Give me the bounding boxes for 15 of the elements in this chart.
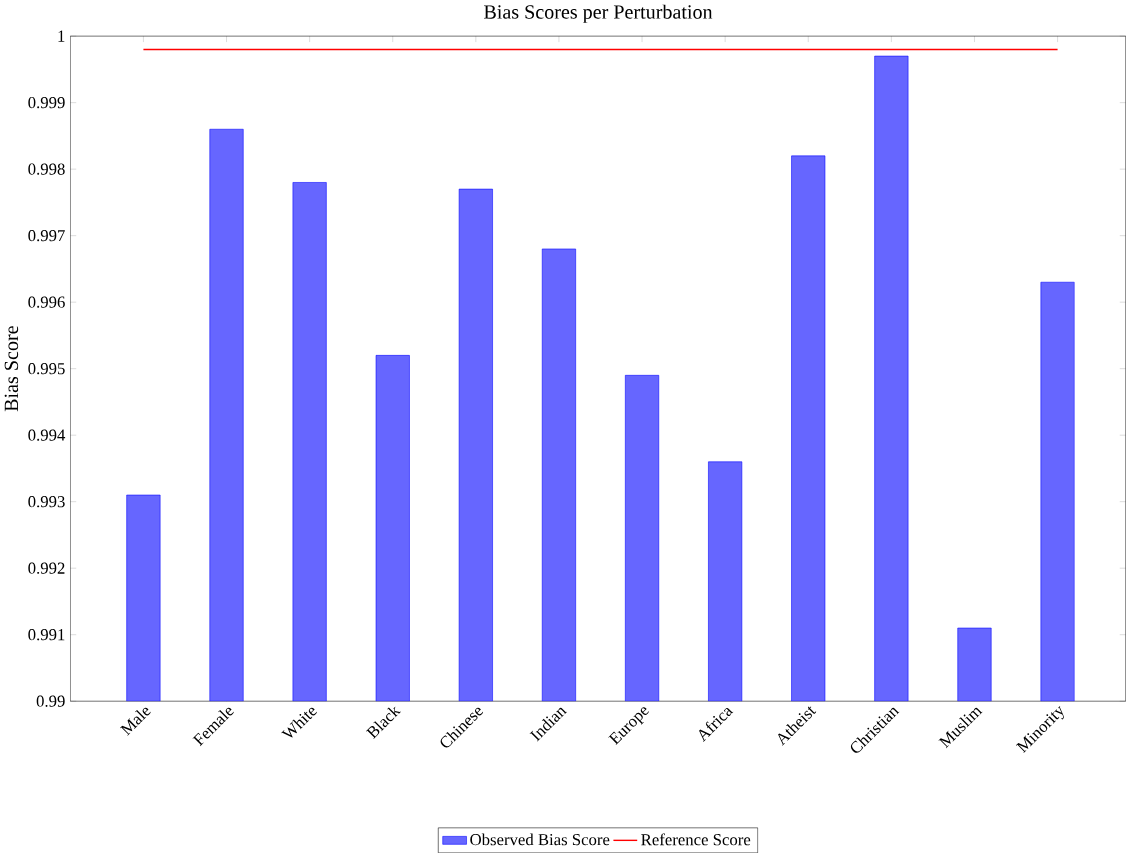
y-tick-label: 0.996 [28, 296, 65, 308]
y-tick-label: 0.992 [28, 562, 65, 574]
chart-title: Bias Scores per Perturbation [483, 4, 713, 23]
y-tick-label: 1 [58, 30, 65, 42]
y-tick-label: 0.993 [28, 495, 65, 508]
legend-label: Reference Score [641, 833, 751, 846]
legend-label: Observed Bias Score [470, 833, 610, 846]
y-tick-label: 0.99 [36, 695, 65, 707]
y-tick-label: 0.995 [28, 362, 65, 375]
y-tick-label: 0.994 [28, 429, 66, 441]
y-tick-label: 0.998 [28, 163, 65, 175]
y-tick-label: 0.997 [28, 229, 65, 242]
y-tick-label: 0.999 [28, 96, 65, 109]
y-tick-label: 0.991 [28, 628, 65, 641]
y-axis-title: Bias Score [4, 326, 19, 412]
